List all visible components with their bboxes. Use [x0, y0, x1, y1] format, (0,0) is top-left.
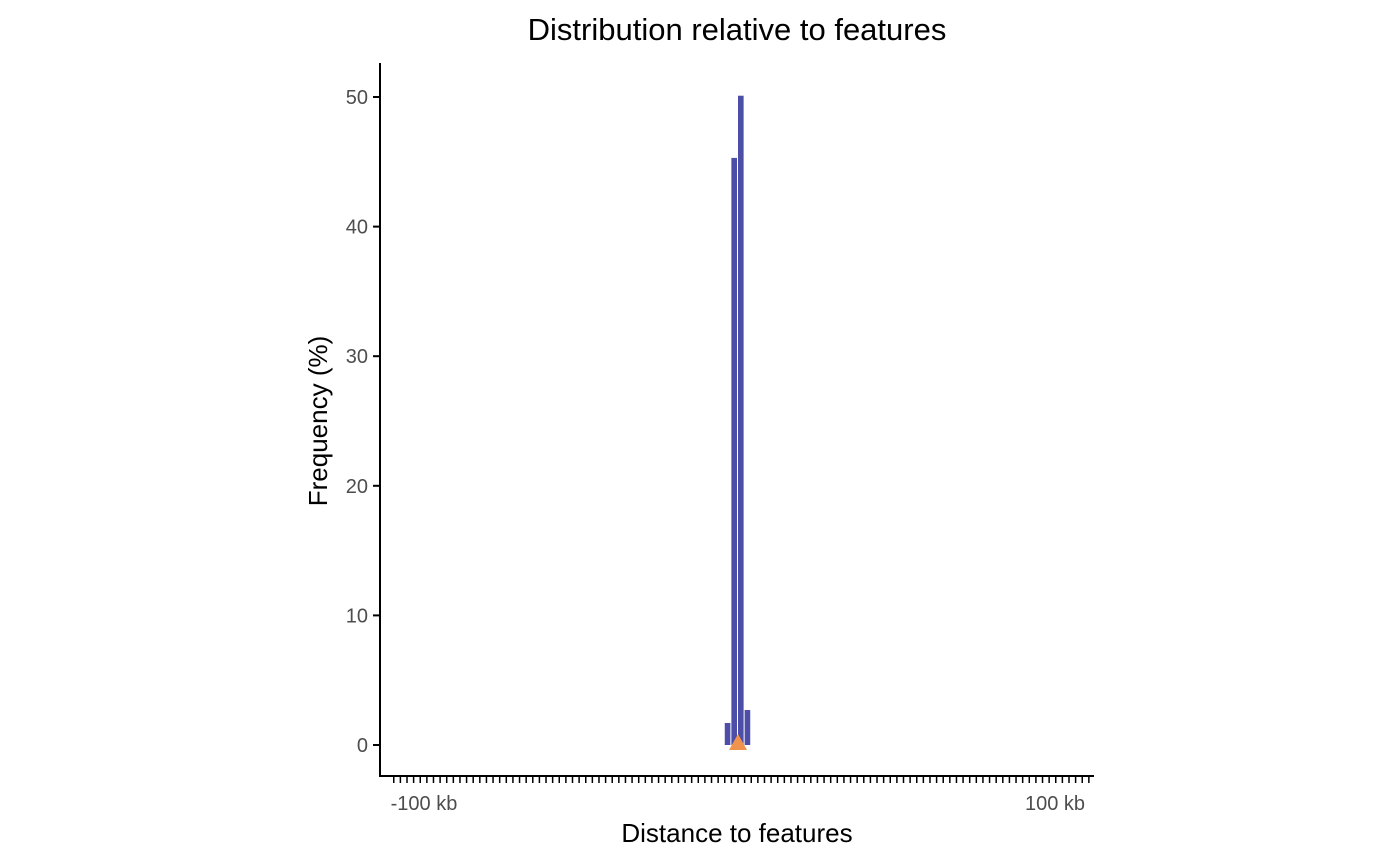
x-axis: -100 kb 100 kb [379, 775, 1094, 815]
x-tick-label-1: 100 kb [1025, 793, 1085, 815]
bar-1 [731, 157, 737, 745]
y-tick-label-10: 10 [346, 605, 368, 627]
bar-0 [724, 722, 731, 745]
bar-3 [744, 710, 751, 745]
bars-group [724, 95, 751, 745]
y-tick-label-40: 40 [346, 217, 368, 239]
y-tick-label-50: 50 [346, 87, 368, 109]
x-tick-label-0: -100 kb [391, 793, 458, 815]
y-tick-label-0: 0 [357, 735, 368, 757]
feature-marker-group [729, 734, 747, 750]
y-axis-title: Frequency (%) [303, 336, 333, 507]
feature-marker-triangle [729, 734, 747, 750]
x-axis-title: Distance to features [621, 818, 852, 848]
y-axis: 0 10 20 30 40 50 [346, 63, 381, 777]
bar-2 [738, 95, 744, 745]
y-tick-label-30: 30 [346, 346, 368, 368]
chart-title: Distribution relative to features [528, 12, 947, 47]
y-tick-label-20: 20 [346, 476, 368, 498]
